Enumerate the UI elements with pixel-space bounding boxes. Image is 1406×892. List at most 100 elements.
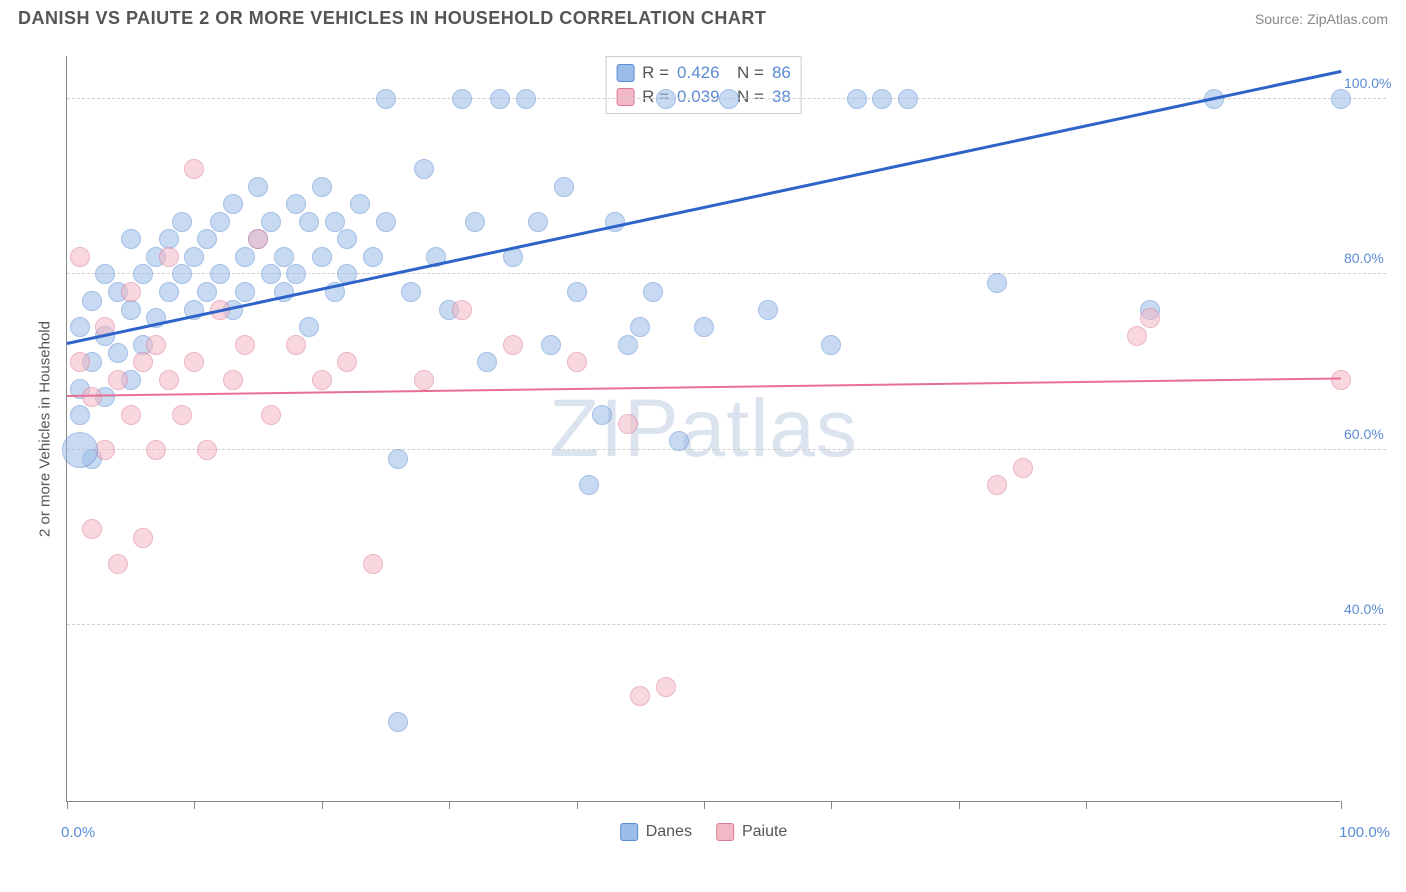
chart: 2 or more Vehicles in Household ZIPatlas…: [42, 42, 1388, 850]
x-tick: [704, 801, 705, 809]
data-point: [121, 405, 141, 425]
data-point: [821, 335, 841, 355]
stats-legend: R = 0.426 N = 86R = 0.039 N = 38: [605, 56, 802, 114]
x-tick: [67, 801, 68, 809]
data-point: [490, 89, 510, 109]
trend-line: [67, 378, 1341, 398]
y-tick-label: 40.0%: [1340, 601, 1386, 617]
data-point: [299, 317, 319, 337]
data-point: [70, 352, 90, 372]
data-point: [388, 712, 408, 732]
x-tick: [449, 801, 450, 809]
data-point: [82, 387, 102, 407]
data-point: [235, 282, 255, 302]
data-point: [235, 335, 255, 355]
header: DANISH VS PAIUTE 2 OR MORE VEHICLES IN H…: [0, 0, 1406, 35]
data-point: [159, 282, 179, 302]
data-point: [898, 89, 918, 109]
plot-area: 2 or more Vehicles in Household ZIPatlas…: [66, 56, 1340, 802]
legend-swatch: [716, 823, 734, 841]
legend-label: Danes: [646, 823, 692, 841]
legend-swatch: [620, 823, 638, 841]
data-point: [643, 282, 663, 302]
data-point: [210, 264, 230, 284]
data-point: [261, 405, 281, 425]
y-axis-title: 2 or more Vehicles in Household: [37, 321, 54, 537]
data-point: [197, 282, 217, 302]
data-point: [872, 89, 892, 109]
data-point: [554, 177, 574, 197]
data-point: [1331, 89, 1351, 109]
data-point: [656, 677, 676, 697]
x-axis-end-label: 100.0%: [1339, 824, 1390, 841]
data-point: [70, 317, 90, 337]
data-point: [847, 89, 867, 109]
stat-r-value: 0.426: [677, 63, 720, 83]
data-point: [223, 194, 243, 214]
data-point: [312, 370, 332, 390]
data-point: [82, 291, 102, 311]
data-point: [758, 300, 778, 320]
data-point: [248, 177, 268, 197]
data-point: [1013, 458, 1033, 478]
data-point: [172, 264, 192, 284]
data-point: [197, 440, 217, 460]
data-point: [363, 247, 383, 267]
data-point: [108, 554, 128, 574]
stat-n-value: 86: [772, 63, 791, 83]
data-point: [159, 370, 179, 390]
source-label: Source: ZipAtlas.com: [1255, 11, 1388, 27]
data-point: [172, 405, 192, 425]
data-point: [618, 414, 638, 434]
data-point: [286, 264, 306, 284]
data-point: [70, 247, 90, 267]
data-point: [235, 247, 255, 267]
stat-n-label: N =: [728, 63, 764, 83]
data-point: [1140, 308, 1160, 328]
gridline: [67, 624, 1386, 625]
data-point: [184, 159, 204, 179]
data-point: [376, 212, 396, 232]
data-point: [579, 475, 599, 495]
data-point: [184, 352, 204, 372]
legend-item: Paiute: [716, 823, 787, 841]
x-axis-start-label: 0.0%: [61, 824, 95, 841]
data-point: [62, 432, 98, 468]
x-tick: [577, 801, 578, 809]
data-point: [133, 528, 153, 548]
data-point: [197, 229, 217, 249]
data-point: [337, 352, 357, 372]
y-tick-label: 60.0%: [1340, 426, 1386, 442]
data-point: [274, 247, 294, 267]
data-point: [159, 247, 179, 267]
gridline: [67, 449, 1386, 450]
legend-item: Danes: [620, 823, 692, 841]
legend-swatch: [616, 64, 634, 82]
y-tick-label: 80.0%: [1340, 250, 1386, 266]
stat-r-label: R =: [642, 63, 669, 83]
data-point: [669, 431, 689, 451]
data-point: [388, 449, 408, 469]
data-point: [376, 89, 396, 109]
data-point: [312, 177, 332, 197]
data-point: [452, 300, 472, 320]
data-point: [261, 212, 281, 232]
data-point: [210, 212, 230, 232]
data-point: [618, 335, 638, 355]
data-point: [656, 89, 676, 109]
data-point: [95, 264, 115, 284]
data-point: [70, 405, 90, 425]
data-point: [987, 475, 1007, 495]
data-point: [528, 212, 548, 232]
legend-label: Paiute: [742, 823, 787, 841]
data-point: [337, 229, 357, 249]
data-point: [286, 194, 306, 214]
data-point: [325, 212, 345, 232]
data-point: [350, 194, 370, 214]
data-point: [630, 317, 650, 337]
data-point: [541, 335, 561, 355]
data-point: [261, 264, 281, 284]
stats-row: R = 0.426 N = 86: [616, 61, 791, 85]
chart-title: DANISH VS PAIUTE 2 OR MORE VEHICLES IN H…: [18, 8, 766, 29]
data-point: [121, 282, 141, 302]
